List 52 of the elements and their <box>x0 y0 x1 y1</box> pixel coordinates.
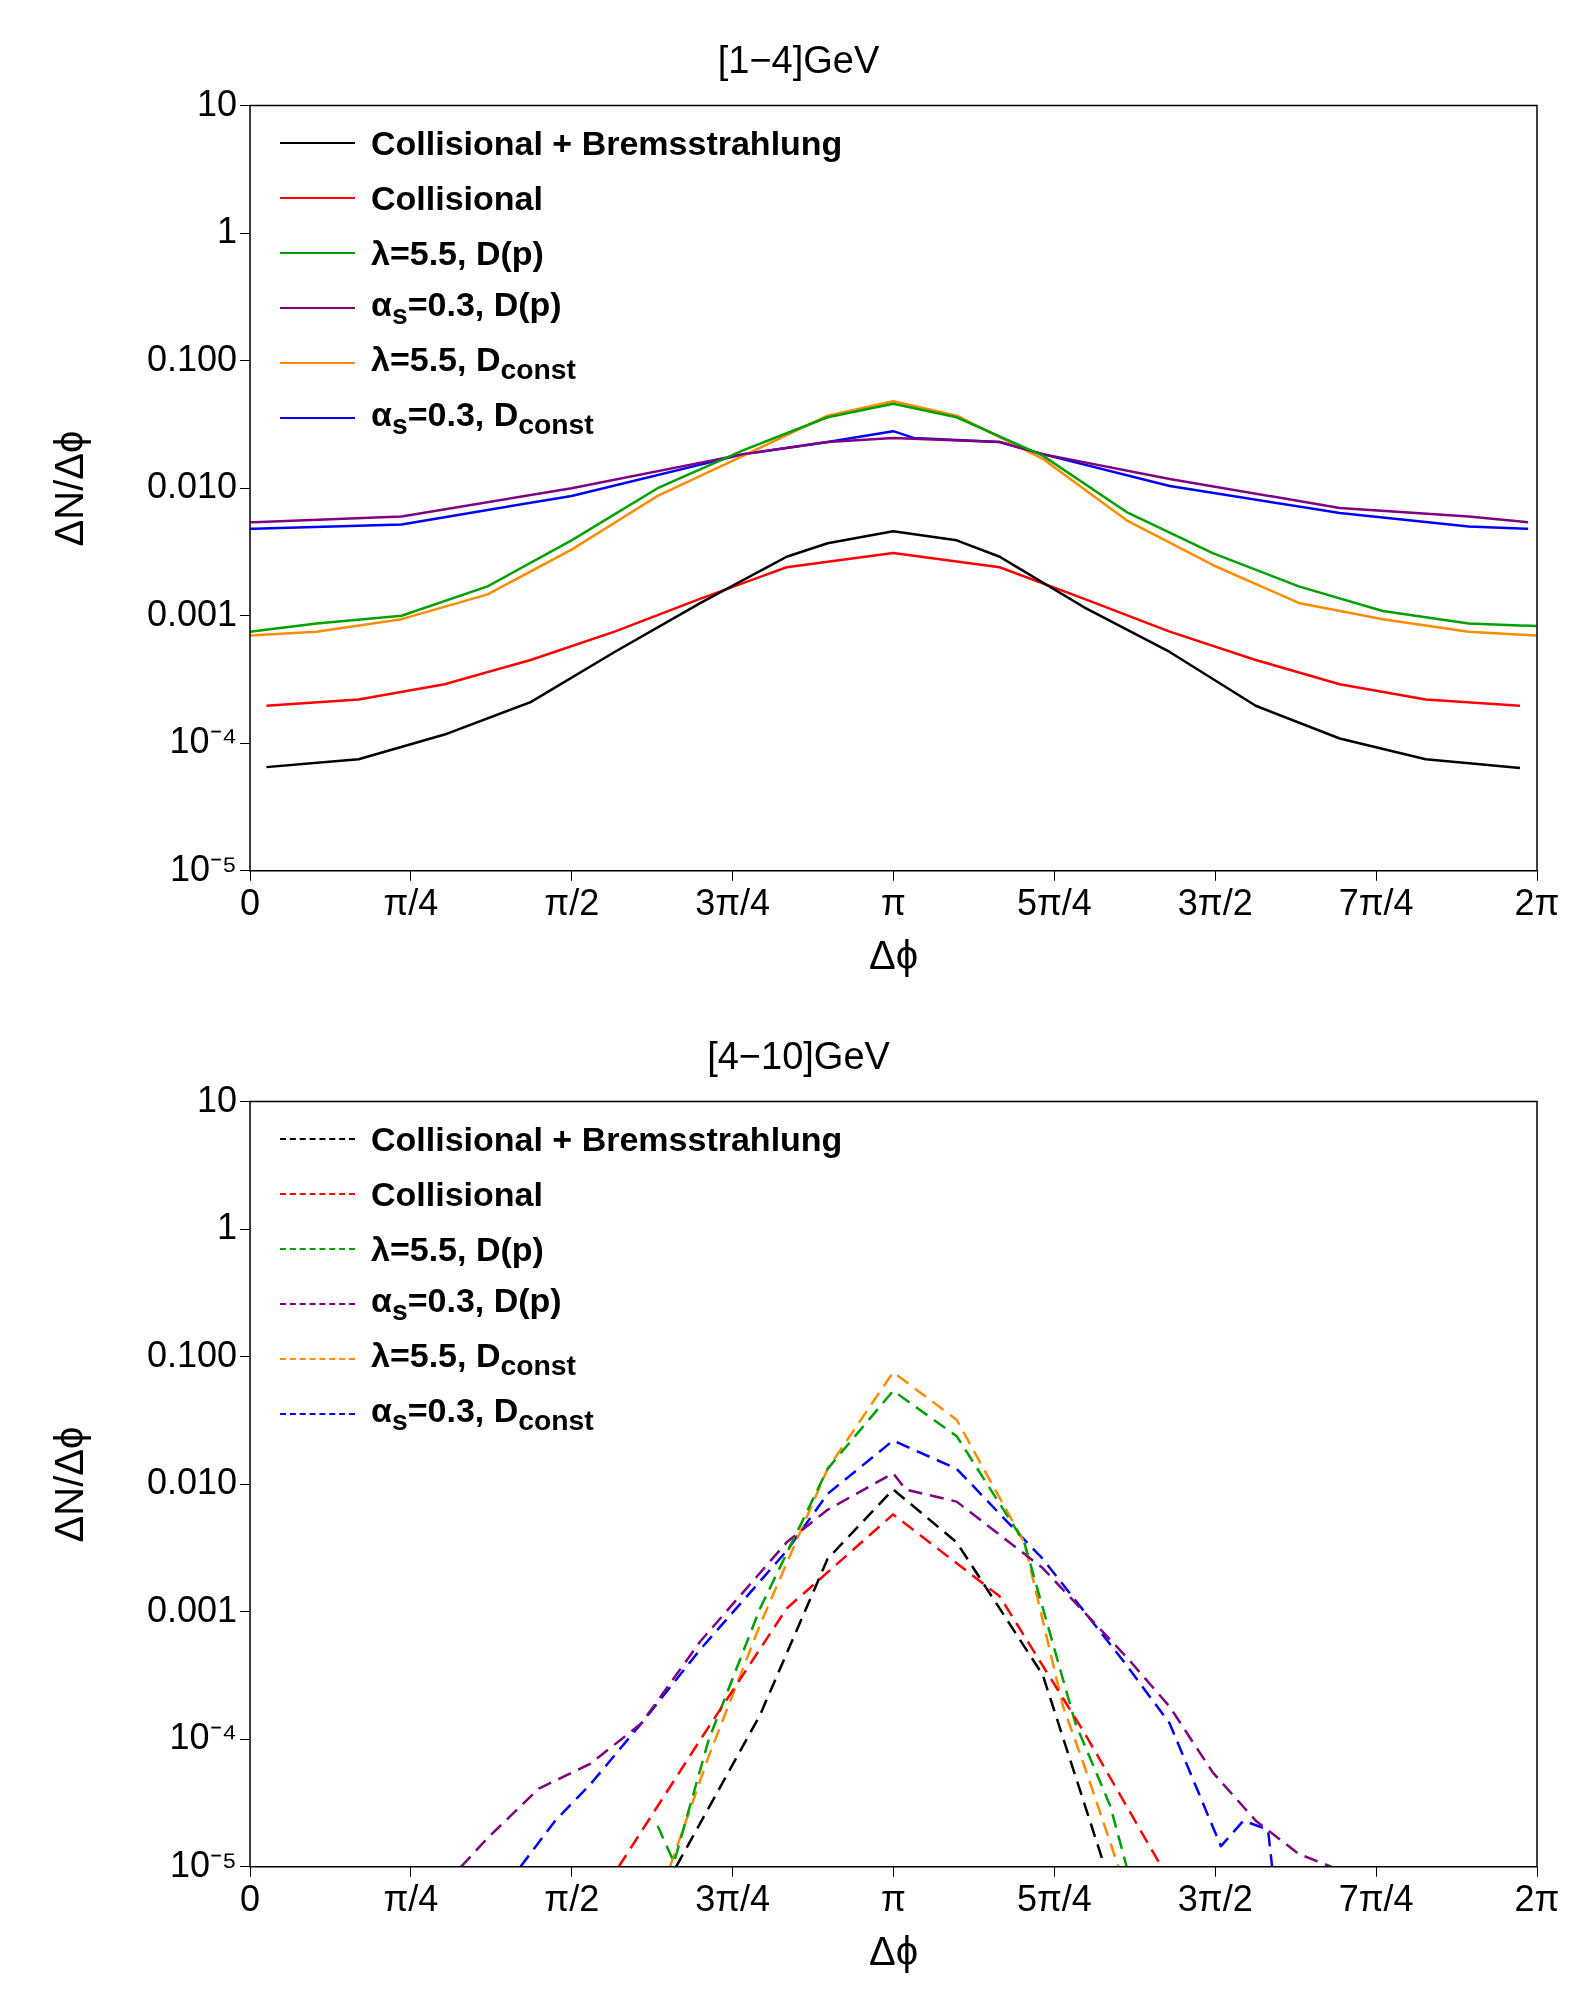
y-tick-label: 0.010 <box>146 1461 237 1503</box>
line-series <box>519 1439 1274 1867</box>
legend-label: Collisional <box>371 1174 543 1214</box>
y-tick-label: 1 <box>216 210 237 252</box>
y-axis-title: ΔN/Δϕ <box>47 1426 93 1543</box>
y-tick-label: 10⁻⁴ <box>169 1716 237 1758</box>
x-tick-label: 3π/4 <box>695 1878 771 1920</box>
legend-label: λ=5.5, D(p) <box>371 233 544 273</box>
y-axis-title: ΔN/Δϕ <box>47 430 93 547</box>
x-tick-label: π/4 <box>383 1878 439 1920</box>
x-tick-label: 7π/4 <box>1338 1878 1414 1920</box>
x-tick-label: 2π <box>1514 1878 1560 1920</box>
x-tick-label: π/2 <box>544 1878 600 1920</box>
x-tick-label: 0 <box>239 882 261 924</box>
x-tick-label: 5π/4 <box>1016 1878 1092 1920</box>
y-tick-label: 0.100 <box>146 337 237 379</box>
y-tick-label: 10⁻⁵ <box>170 1843 237 1885</box>
x-tick-label: π <box>881 882 906 924</box>
x-tick-label: π/4 <box>383 882 439 924</box>
y-tick-label: 0.001 <box>146 592 237 634</box>
x-tick-label: 0 <box>239 1878 261 1920</box>
y-tick-label: 10⁻⁵ <box>170 847 237 889</box>
x-tick-label: π/2 <box>544 882 600 924</box>
x-tick-label: 7π/4 <box>1338 882 1414 924</box>
legend-label: λ=5.5, D(p) <box>371 1229 544 1269</box>
y-tick-label: 0.001 <box>146 1588 237 1630</box>
legend-label: λ=5.5, D$_{const}$ <box>371 340 577 386</box>
x-tick-label: 3π/2 <box>1177 1878 1253 1920</box>
y-tick-label: 10 <box>196 82 237 124</box>
y-tick-label: 1 <box>216 1206 237 1248</box>
chart-title: [4−10]GeV <box>707 1035 891 1078</box>
x-tick-label: π <box>881 1878 906 1920</box>
legend-label: α$_{s}$=0.3, D(p) <box>371 285 562 331</box>
legend-label: Collisional + Bremsstrahlung <box>371 1119 843 1159</box>
line-series <box>459 1471 1333 1867</box>
x-tick-label: 5π/4 <box>1016 882 1092 924</box>
legend-label: Collisional <box>371 178 543 218</box>
y-tick-label: 10 <box>196 1078 237 1120</box>
legend-label: α$_{s}$=0.3, D$_{const}$ <box>371 395 594 441</box>
x-axis-title: Δϕ <box>868 933 919 978</box>
legend-label: λ=5.5, D$_{const}$ <box>371 1336 577 1382</box>
x-tick-label: 3π/4 <box>695 882 771 924</box>
x-axis-title: Δϕ <box>868 1929 919 1974</box>
legend-label: α$_{s}$=0.3, D(p) <box>371 1281 562 1327</box>
x-tick-label: 2π <box>1514 882 1560 924</box>
y-tick-label: 0.100 <box>146 1333 237 1375</box>
legend-label: Collisional + Bremsstrahlung <box>371 123 843 163</box>
y-tick-label: 0.010 <box>146 465 237 507</box>
y-tick-label: 10⁻⁴ <box>169 720 237 762</box>
chart-title: [1−4]GeV <box>717 39 880 82</box>
x-tick-label: 3π/2 <box>1177 882 1253 924</box>
legend-label: α$_{s}$=0.3, D$_{const}$ <box>371 1391 594 1437</box>
